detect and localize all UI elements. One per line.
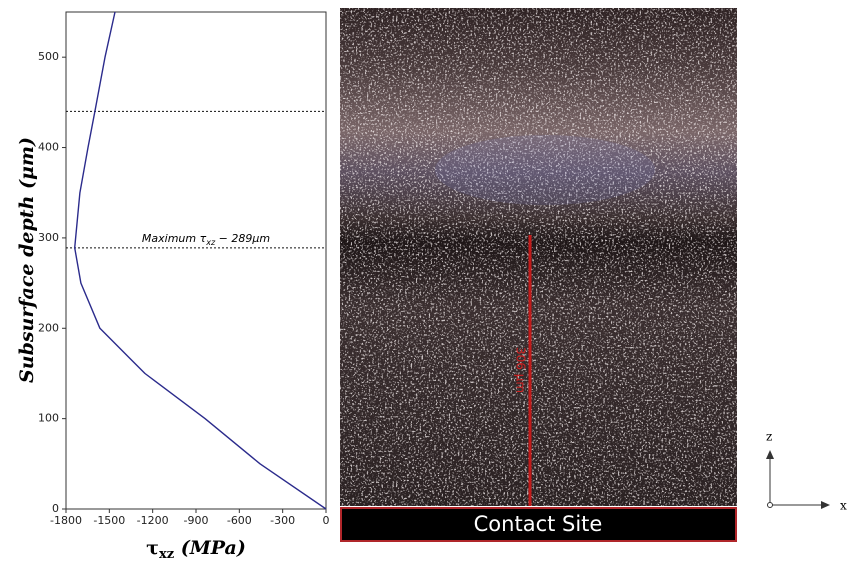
x-axis-label: τxz (MPa) <box>146 537 246 561</box>
x-tick-label: 0 <box>323 514 330 527</box>
x-tick-label: -900 <box>184 514 209 527</box>
y-tick-label: 400 <box>38 141 59 154</box>
x-tick-label: -1500 <box>93 514 125 527</box>
y-tick-label: 100 <box>38 412 59 425</box>
annotation: Maximum τxz − 289μm <box>142 232 270 247</box>
axis-z: z <box>766 430 772 444</box>
plot-frame <box>65 11 327 510</box>
x-tick-label: -1200 <box>137 514 169 527</box>
y-tick-label: 200 <box>38 321 59 334</box>
axis-x: x <box>840 499 847 513</box>
x-tick-label: -1800 <box>50 514 82 527</box>
measure-label: 306 μm <box>514 347 528 393</box>
x-label-sub: xz <box>159 547 174 562</box>
x-tick-label: -600 <box>227 514 252 527</box>
x-tick-label: -300 <box>270 514 295 527</box>
y-tick-label: 0 <box>52 502 59 515</box>
y-axis-label: Subsurface depth (μm) <box>16 137 38 383</box>
y-tick-label: 500 <box>38 50 59 63</box>
x-label-symbol: τ <box>146 537 159 559</box>
stress-curve <box>74 11 327 510</box>
caption: Contact Site <box>474 512 603 536</box>
y-tick-label: 300 <box>38 231 59 244</box>
annotation-sub: xz <box>205 238 216 247</box>
annotation-rest: − 289μm <box>215 232 270 245</box>
axes-indicator: z x <box>766 430 847 513</box>
photo: 306 μm Contact Site <box>340 8 737 542</box>
annotation-text: Maximum τ <box>142 232 207 245</box>
x-label-unit: (MPa) <box>174 537 246 559</box>
